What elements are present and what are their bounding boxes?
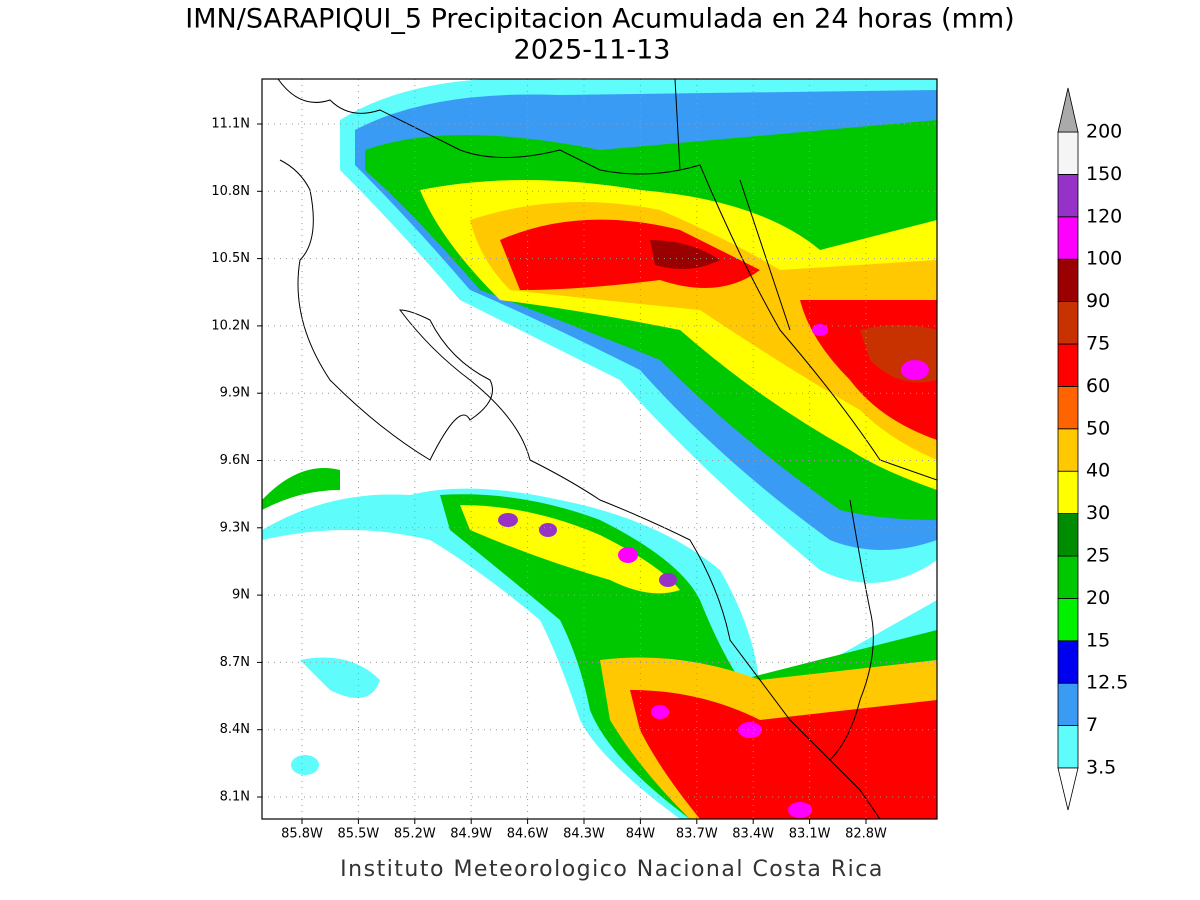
axes: 85.8W 85.5W 85.2W 84.9W 84.6W 84.3W 84W 83.7W 83… [211, 117, 887, 842]
colorbar-label: 150 [1086, 163, 1122, 185]
lat-tick-label: 9.6N [220, 453, 250, 468]
lon-tick-label: 82.8W [845, 827, 887, 842]
lon-tick-label: 84W [626, 827, 656, 842]
precipitation-field [262, 79, 937, 819]
lon-tick-label: 83.7W [676, 827, 718, 842]
colorbar: 3.5 7 12.5 15 20 25 30 40 50 60 75 90 100 120 150 200 [1057, 87, 1128, 811]
colorbar-label: 100 [1086, 248, 1122, 270]
colorbar-label: 7 [1086, 714, 1098, 736]
colorbar-label: 3.5 [1086, 757, 1116, 779]
title: IMN/SARAPIQUI_5 Precipitacion Acumulada … [185, 4, 1014, 35]
lat-tick-label: 9.9N [220, 386, 250, 401]
lon-tick-label: 84.6W [507, 827, 549, 842]
colorbar-label: 60 [1086, 375, 1110, 397]
colorbar-segment [1057, 513, 1079, 557]
colorbar-label: 15 [1086, 629, 1110, 651]
lat-tick-label: 8.7N [220, 655, 250, 670]
colorbar-segment [1057, 131, 1079, 175]
lat-tick-label: 8.4N [220, 722, 250, 737]
colorbar-segment [1057, 598, 1079, 642]
lon-tick-label: 84.9W [450, 827, 492, 842]
lat-tick-label: 9N [232, 588, 250, 603]
colorbar-segment [1057, 258, 1079, 303]
colorbar-segment [1057, 385, 1079, 430]
colorbar-segment [1057, 216, 1079, 260]
lat-tick-label: 10.2N [211, 318, 250, 333]
colorbar-label: 20 [1086, 587, 1110, 609]
colorbar-label: 12.5 [1086, 672, 1128, 694]
colorbar-segment [1057, 640, 1079, 684]
colorbar-segment [1057, 555, 1079, 599]
lat-tick-label: 10.8N [211, 184, 250, 199]
colorbar-label: 90 [1086, 290, 1110, 312]
lat-tick-label: 8.1N [220, 790, 250, 805]
colorbar-segment [1057, 343, 1079, 387]
colorbar-segment [1057, 428, 1079, 472]
colorbar-label: 50 [1086, 417, 1110, 439]
lon-tick-label: 85.2W [394, 827, 436, 842]
colorbar-label: 40 [1086, 460, 1110, 482]
colorbar-segment [1057, 301, 1079, 345]
colorbar-label: 75 [1086, 333, 1110, 355]
lon-tick-label: 83.1W [789, 827, 831, 842]
colorbar-over [1057, 87, 1079, 133]
lat-tick-label: 9.3N [220, 520, 250, 535]
map-frame [261, 78, 938, 820]
date: 2025-11-13 [514, 35, 671, 66]
colorbar-label: 200 [1086, 121, 1122, 143]
colorbar-segment [1057, 173, 1079, 218]
colorbar-segment [1057, 725, 1079, 769]
colorbar-under [1057, 767, 1079, 811]
footer: Instituto Meteorologico Nacional Costa R… [340, 857, 884, 882]
colorbar-segment [1057, 470, 1079, 515]
colorbar-label: 120 [1086, 205, 1122, 227]
lon-tick-label: 85.5W [337, 827, 379, 842]
colorbar-segment [1057, 682, 1079, 727]
lat-tick-label: 10.5N [211, 251, 250, 266]
colorbar-label: 30 [1086, 502, 1110, 524]
lat-tick-label: 11.1N [211, 117, 250, 132]
colorbar-label: 25 [1086, 545, 1110, 567]
lon-tick-label: 83.4W [732, 827, 774, 842]
lon-tick-label: 85.8W [281, 827, 323, 842]
lon-tick-label: 84.3W [563, 827, 605, 842]
